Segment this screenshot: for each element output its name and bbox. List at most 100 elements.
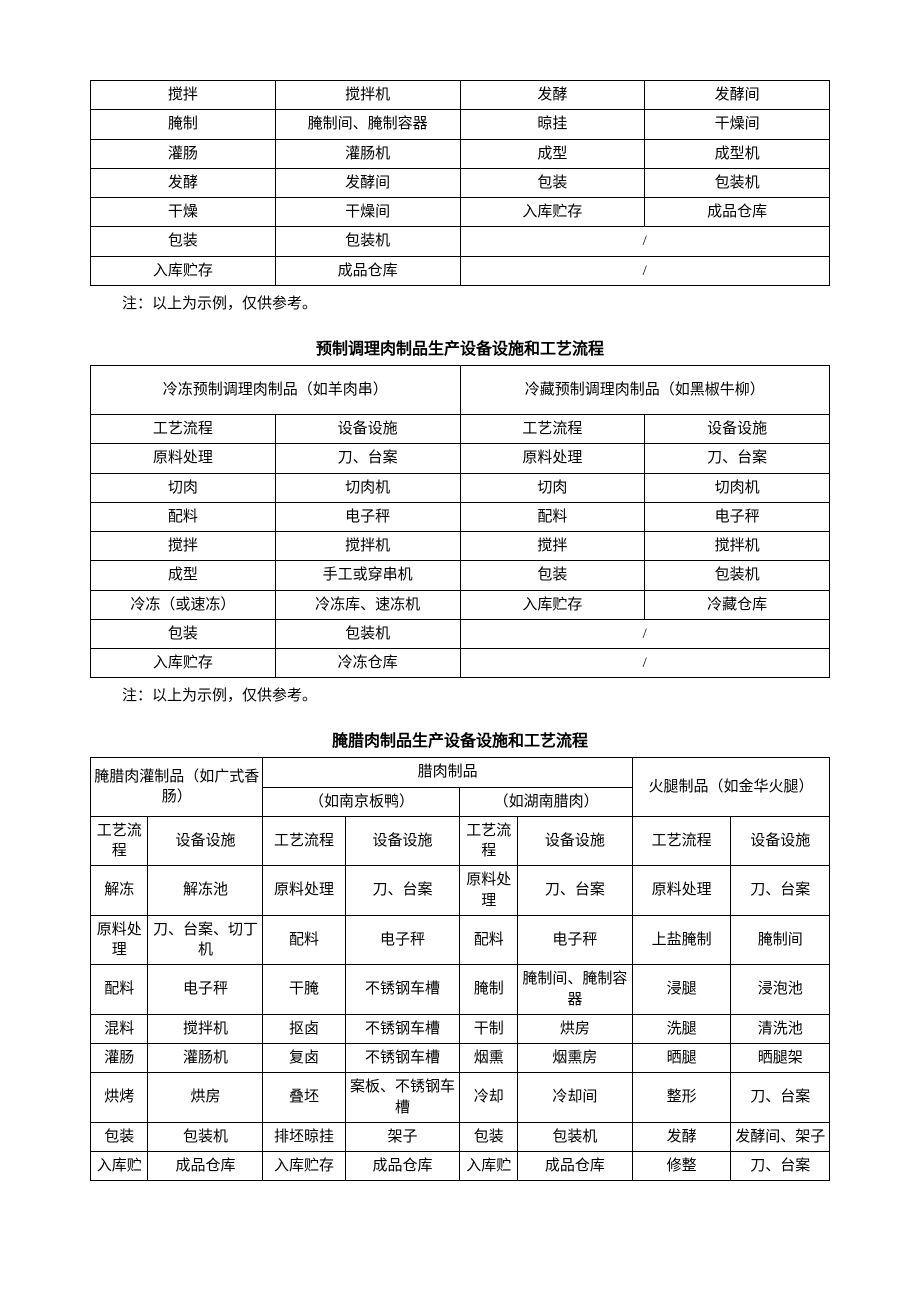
table-cell: 搅拌机	[275, 81, 460, 110]
table-subhead: 设备设施	[645, 415, 830, 444]
table-cell: 干燥间	[275, 198, 460, 227]
table-cell: 干燥	[91, 198, 276, 227]
table-cell: 腌制	[460, 965, 517, 1015]
table-cell: 刀、台案	[517, 866, 632, 916]
table-cell: 不锈钢车槽	[345, 1014, 460, 1043]
table-cell: 包装	[460, 168, 645, 197]
table-cell: 灌肠	[91, 139, 276, 168]
table-cell: 腌制	[91, 110, 276, 139]
table-cell: 解冻池	[148, 866, 263, 916]
table-cell: 刀、台案	[731, 1073, 830, 1123]
table-cell: 叠坯	[263, 1073, 345, 1123]
table-cell: 发酵间	[275, 168, 460, 197]
table-cell: 清洗池	[731, 1014, 830, 1043]
table-cell: 包装机	[645, 561, 830, 590]
table-cell: 成品仓库	[345, 1152, 460, 1181]
table-cell: 入库贮	[91, 1152, 148, 1181]
table-cell: 刀、台案	[645, 444, 830, 473]
table-cell: 手工或穿串机	[275, 561, 460, 590]
table-cell: 上盐腌制	[632, 915, 731, 965]
table-cell: 浸泡池	[731, 965, 830, 1015]
table-cell: 切肉	[91, 473, 276, 502]
table-cell: 搅拌	[91, 532, 276, 561]
s3-g2b: （如湖南腊肉）	[460, 787, 632, 816]
table2-note: 注：以上为示例，仅供参考。	[90, 678, 830, 705]
table-cell: 入库贮存	[263, 1152, 345, 1181]
s3-g2: 腊肉制品	[263, 758, 632, 787]
s2-head-right: 冷藏预制调理肉制品（如黑椒牛柳）	[460, 365, 830, 414]
table-subhead: 设备设施	[148, 816, 263, 866]
table-cell: 原料处理	[263, 866, 345, 916]
table-cell: 烟熏房	[517, 1044, 632, 1073]
table-prepared-meat: 冷冻预制调理肉制品（如羊肉串） 冷藏预制调理肉制品（如黑椒牛柳） 工艺流程设备设…	[90, 365, 830, 679]
s3-g1: 腌腊肉灌制品（如广式香肠）	[91, 758, 263, 817]
table-cell: 灌肠机	[275, 139, 460, 168]
table-cell: 包装机	[275, 227, 460, 256]
table-cell: 原料处理	[460, 866, 517, 916]
table-cell: 切肉机	[645, 473, 830, 502]
table-cell: 电子秤	[517, 915, 632, 965]
table-cell: 烘房	[148, 1073, 263, 1123]
table-cell: 配料	[91, 502, 276, 531]
table-subhead: 工艺流程	[91, 415, 276, 444]
table-cell: 包装	[91, 619, 276, 648]
table-subhead: 工艺流程	[91, 816, 148, 866]
table-cell: 冷冻仓库	[275, 649, 460, 678]
table-cell: 刀、台案	[731, 1152, 830, 1181]
table-subhead: 设备设施	[517, 816, 632, 866]
table-cell: 抠卤	[263, 1014, 345, 1043]
section3-title: 腌腊肉制品生产设备设施和工艺流程	[90, 727, 830, 751]
table-subhead: 工艺流程	[632, 816, 731, 866]
table-cell: 配料	[263, 915, 345, 965]
table-cell: 刀、台案	[345, 866, 460, 916]
table-cell: 成品仓库	[275, 256, 460, 285]
table-cell: 电子秤	[345, 915, 460, 965]
table-cell: /	[460, 227, 830, 256]
table1-note: 注：以上为示例，仅供参考。	[90, 286, 830, 313]
table-cell: 晾挂	[460, 110, 645, 139]
table-cell: 成品仓库	[645, 198, 830, 227]
table-cell: 成品仓库	[517, 1152, 632, 1181]
table-cell: 刀、台案	[731, 866, 830, 916]
table-cell: 冷藏仓库	[645, 590, 830, 619]
section2-title: 预制调理肉制品生产设备设施和工艺流程	[90, 335, 830, 359]
table-cell: 搅拌	[91, 81, 276, 110]
table-cell: 烟熏	[460, 1044, 517, 1073]
table-cell: 灌肠机	[148, 1044, 263, 1073]
table-cell: 不锈钢车槽	[345, 965, 460, 1015]
table-cell: 解冻	[91, 866, 148, 916]
table-cell: 干腌	[263, 965, 345, 1015]
table-cell: 成型	[460, 139, 645, 168]
table-cell: 配料	[460, 915, 517, 965]
table-cell: 入库贮存	[91, 256, 276, 285]
table-cell: 发酵间	[645, 81, 830, 110]
table-cell: /	[460, 256, 830, 285]
table-cell: 腌制间、腌制容器	[275, 110, 460, 139]
table-cell: 成型	[91, 561, 276, 590]
table-cell: 整形	[632, 1073, 731, 1123]
table-equipment-1: 搅拌搅拌机发酵发酵间腌制腌制间、腌制容器晾挂干燥间灌肠灌肠机成型成型机发酵发酵间…	[90, 80, 830, 286]
table-cell: 烘房	[517, 1014, 632, 1043]
table-cell: 灌肠	[91, 1044, 148, 1073]
table-cell: 包装	[460, 1122, 517, 1151]
table-cell: 电子秤	[275, 502, 460, 531]
table-cell: 包装	[91, 227, 276, 256]
table-cell: 烘烤	[91, 1073, 148, 1123]
table-cell: 包装	[91, 1122, 148, 1151]
table-cell: 排坯晾挂	[263, 1122, 345, 1151]
table-cured-meat: 腌腊肉灌制品（如广式香肠） 腊肉制品 火腿制品（如金华火腿） （如南京板鸭） （…	[90, 757, 830, 1181]
table-cell: 冷却间	[517, 1073, 632, 1123]
table-cell: 搅拌机	[645, 532, 830, 561]
table-subhead: 设备设施	[275, 415, 460, 444]
s3-g2a: （如南京板鸭）	[263, 787, 460, 816]
table-cell: 发酵	[91, 168, 276, 197]
s3-g3: 火腿制品（如金华火腿）	[632, 758, 829, 817]
table-cell: 干制	[460, 1014, 517, 1043]
table-cell: /	[460, 619, 830, 648]
table-cell: 配料	[91, 965, 148, 1015]
table-cell: 成型机	[645, 139, 830, 168]
table-cell: 浸腿	[632, 965, 731, 1015]
table-cell: 搅拌机	[148, 1014, 263, 1043]
table-cell: 电子秤	[148, 965, 263, 1015]
table-cell: 冷却	[460, 1073, 517, 1123]
